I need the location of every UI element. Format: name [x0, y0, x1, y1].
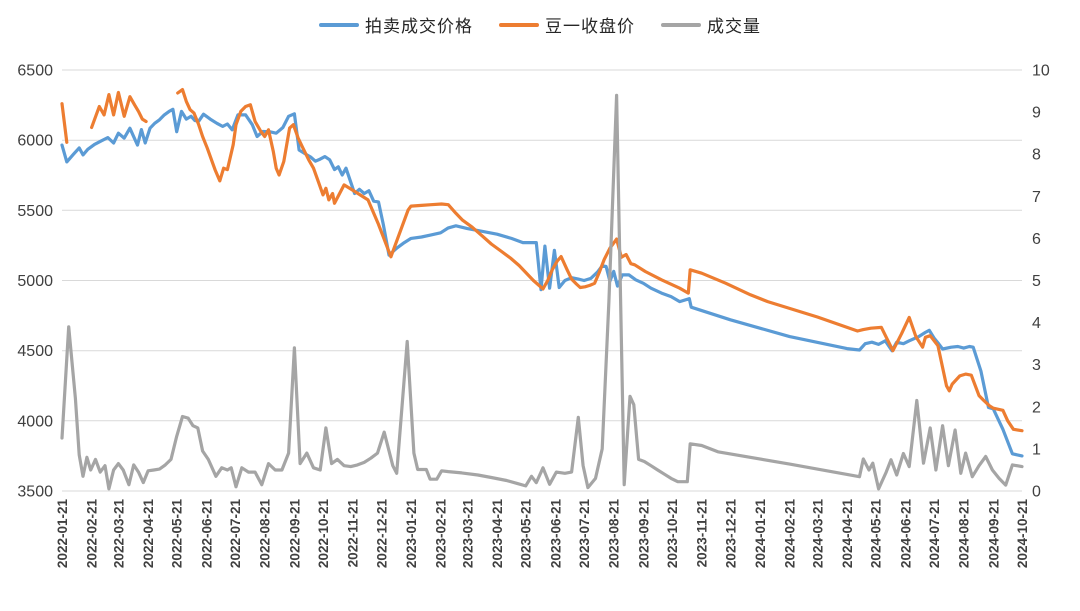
y-axis-left-labels: 6500 6000 5500 5000 4500 4000 3500 [17, 63, 53, 501]
legend-label-volume: 成交量 [707, 17, 761, 36]
svg-text:2024-06-21: 2024-06-21 [898, 499, 913, 569]
legend-label-auction-price: 拍卖成交价格 [365, 17, 473, 36]
svg-text:2023-12-21: 2023-12-21 [723, 499, 738, 569]
series-close-price [60, 87, 1024, 433]
svg-text:2023-02-21: 2023-02-21 [434, 499, 449, 569]
svg-text:2022-02-21: 2022-02-21 [85, 499, 100, 569]
svg-text:4500: 4500 [17, 343, 53, 360]
series-auction-price [60, 107, 1024, 458]
svg-text:2024-08-21: 2024-08-21 [957, 499, 972, 569]
svg-text:4: 4 [1032, 315, 1041, 332]
gridlines [62, 69, 1022, 492]
svg-text:0: 0 [1032, 484, 1041, 501]
svg-text:9: 9 [1032, 105, 1041, 122]
svg-text:6: 6 [1032, 231, 1041, 248]
series-volume [60, 93, 1024, 491]
svg-text:5500: 5500 [17, 203, 53, 220]
svg-text:3: 3 [1032, 357, 1041, 374]
svg-text:2022-06-21: 2022-06-21 [199, 499, 214, 569]
line-swatch-close-price-icon [499, 22, 539, 27]
svg-text:2023-01-21: 2023-01-21 [404, 499, 419, 569]
svg-text:3500: 3500 [17, 484, 53, 501]
legend-item-volume[interactable]: 成交量 [661, 12, 761, 37]
x-axis-labels: 2022-01-21 2022-02-21 2022-03-21 2022-04-21… [55, 499, 1030, 569]
svg-text:2023-11-21: 2023-11-21 [695, 499, 710, 568]
svg-text:2022-10-21: 2022-10-21 [316, 499, 331, 569]
svg-text:5: 5 [1032, 273, 1041, 290]
svg-text:2: 2 [1032, 399, 1041, 416]
svg-text:2024-03-21: 2024-03-21 [810, 499, 825, 569]
svg-text:6500: 6500 [17, 63, 53, 80]
legend-item-close-price[interactable]: 豆一收盘价 [499, 12, 635, 37]
svg-text:4000: 4000 [17, 413, 53, 430]
svg-text:2024-09-21: 2024-09-21 [986, 499, 1001, 569]
svg-text:2023-05-21: 2023-05-21 [519, 499, 534, 569]
svg-text:2022-01-21: 2022-01-21 [55, 499, 70, 569]
svg-text:7: 7 [1032, 189, 1041, 206]
svg-text:2023-09-21: 2023-09-21 [636, 499, 651, 569]
svg-text:2023-03-21: 2023-03-21 [460, 499, 475, 569]
chart-legend: 拍卖成交价格 豆一收盘价 成交量 [0, 12, 1080, 37]
svg-text:2024-01-21: 2024-01-21 [753, 499, 768, 569]
svg-text:2024-02-21: 2024-02-21 [783, 499, 798, 569]
svg-text:2023-10-21: 2023-10-21 [665, 499, 680, 569]
legend-item-auction-price[interactable]: 拍卖成交价格 [319, 12, 473, 37]
svg-text:2023-08-21: 2023-08-21 [607, 499, 622, 569]
svg-text:2022-05-21: 2022-05-21 [170, 499, 185, 569]
svg-text:2022-11-21: 2022-11-21 [346, 499, 361, 568]
svg-text:2023-06-21: 2023-06-21 [548, 499, 563, 569]
svg-text:2022-12-21: 2022-12-21 [374, 499, 389, 569]
svg-text:2024-10-21: 2024-10-21 [1015, 499, 1030, 569]
svg-text:2022-08-21: 2022-08-21 [258, 499, 273, 569]
svg-text:2023-07-21: 2023-07-21 [577, 499, 592, 569]
svg-text:2024-05-21: 2024-05-21 [869, 499, 884, 569]
svg-text:2024-04-21: 2024-04-21 [840, 499, 855, 569]
svg-text:2022-07-21: 2022-07-21 [228, 499, 243, 569]
svg-text:2024-07-21: 2024-07-21 [927, 499, 942, 569]
svg-text:2022-09-21: 2022-09-21 [287, 499, 302, 569]
svg-text:5000: 5000 [17, 273, 53, 290]
line-swatch-volume-icon [661, 22, 701, 27]
svg-text:6000: 6000 [17, 133, 53, 150]
svg-text:8: 8 [1032, 147, 1041, 164]
line-swatch-auction-price-icon [319, 22, 359, 27]
svg-text:10: 10 [1032, 63, 1050, 80]
legend-label-close-price: 豆一收盘价 [545, 17, 635, 36]
svg-text:1: 1 [1032, 441, 1041, 458]
svg-text:2022-03-21: 2022-03-21 [111, 499, 126, 569]
svg-text:2023-04-21: 2023-04-21 [490, 499, 505, 569]
svg-text:2022-04-21: 2022-04-21 [141, 499, 156, 569]
